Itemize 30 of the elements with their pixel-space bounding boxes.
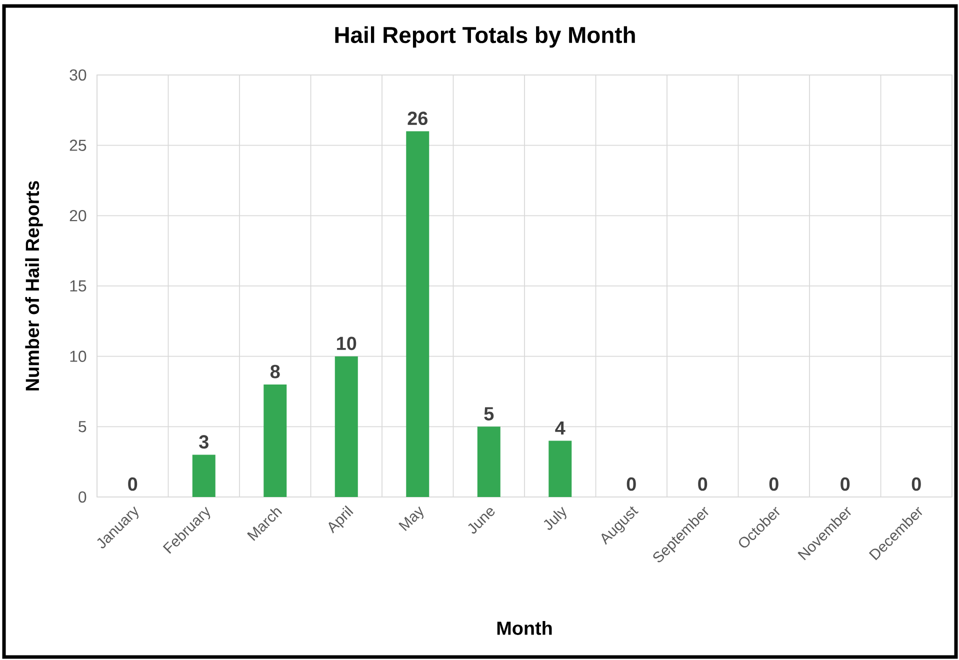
bar xyxy=(406,131,430,497)
data-label: 0 xyxy=(626,477,636,491)
x-axis-title: Month xyxy=(497,621,552,635)
data-label: 0 xyxy=(128,477,138,491)
data-label: 0 xyxy=(698,477,708,491)
y-tick-label: 25 xyxy=(70,140,86,151)
bar xyxy=(334,356,358,497)
bar xyxy=(548,440,572,497)
y-tick-label: 20 xyxy=(70,210,86,222)
bar xyxy=(264,384,287,497)
x-tick-label: July xyxy=(544,506,566,530)
data-label: 4 xyxy=(555,422,566,435)
data-label: 0 xyxy=(769,477,778,491)
y-tick-label: 30 xyxy=(70,69,86,81)
data-label: 5 xyxy=(484,407,494,420)
data-label: 0 xyxy=(840,477,850,491)
chart-title: Hail Report Totals by Month xyxy=(335,26,635,48)
y-tick-label: 0 xyxy=(78,491,86,503)
bar xyxy=(192,454,216,497)
y-tick-label: 5 xyxy=(78,421,86,432)
x-tick-label: May xyxy=(398,506,424,532)
bar xyxy=(477,426,500,497)
data-label: 0 xyxy=(912,477,921,491)
data-label: 8 xyxy=(270,364,280,378)
y-tick-label: 10 xyxy=(70,350,86,362)
y-axis-title: Number of Hail Reports xyxy=(25,181,43,390)
data-label: 26 xyxy=(408,112,428,126)
data-label: 3 xyxy=(199,435,208,449)
data-label: 10 xyxy=(337,336,356,350)
y-tick-label: 15 xyxy=(70,280,86,292)
